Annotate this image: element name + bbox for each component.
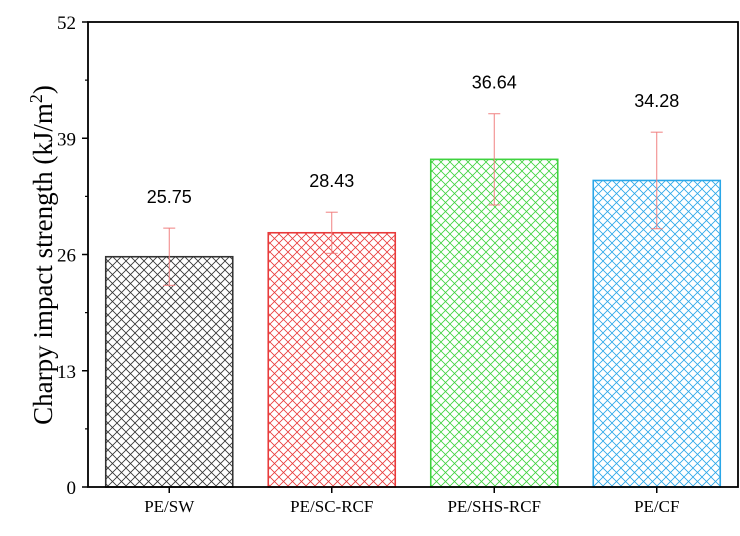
x-tick-label: PE/SC-RCF <box>290 497 373 516</box>
x-tick-label: PE/CF <box>634 497 679 516</box>
value-label: 34.28 <box>634 91 679 111</box>
x-tick-label: PE/SW <box>144 497 195 516</box>
y-axis-title-suffix: ) <box>28 85 58 94</box>
axes: PE/SW PE/SC-RCF PE/SHS-RCF PE/CF 0 13 26 39 52 <box>57 13 739 516</box>
y-axis-title-superscript: 2 <box>26 94 46 103</box>
error-bar <box>488 113 501 206</box>
error-bar <box>163 227 176 286</box>
y-axis-title: Charpy impact strength (kJ/m2) <box>26 85 58 425</box>
y-axis-title-text: Charpy impact strength (kJ/m <box>28 103 58 425</box>
bar-pe-sc-rcf <box>267 231 397 488</box>
bar-pe-sw <box>104 255 234 488</box>
error-bar <box>650 131 663 230</box>
y-tick-label: 26 <box>57 246 76 267</box>
value-label: 28.43 <box>309 171 354 191</box>
bar-pe-shs-rcf <box>429 158 559 488</box>
value-labels-layer: 25.75 28.43 36.64 34.28 <box>147 73 680 207</box>
y-tick-label: 52 <box>57 13 76 34</box>
value-label: 36.64 <box>472 73 517 93</box>
y-tick-label: 0 <box>67 478 77 499</box>
y-tick-label: 13 <box>57 362 76 383</box>
error-bars-layer <box>163 113 663 286</box>
x-tick-label: PE/SHS-RCF <box>447 497 541 516</box>
error-bar <box>325 211 338 254</box>
value-label: 25.75 <box>147 187 192 207</box>
bar-pe-cf <box>592 179 722 488</box>
bars-layer <box>104 158 722 488</box>
y-tick-label: 39 <box>57 129 76 150</box>
